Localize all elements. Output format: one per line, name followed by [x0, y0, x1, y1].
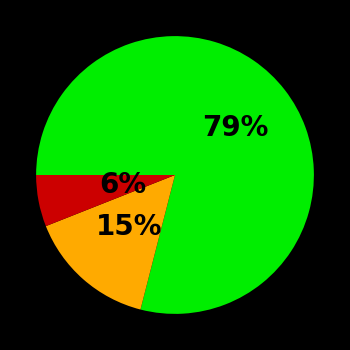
Wedge shape: [46, 175, 175, 309]
Text: 6%: 6%: [100, 171, 147, 199]
Text: 79%: 79%: [202, 114, 268, 142]
Wedge shape: [36, 36, 314, 314]
Wedge shape: [36, 175, 175, 226]
Text: 15%: 15%: [96, 213, 162, 241]
